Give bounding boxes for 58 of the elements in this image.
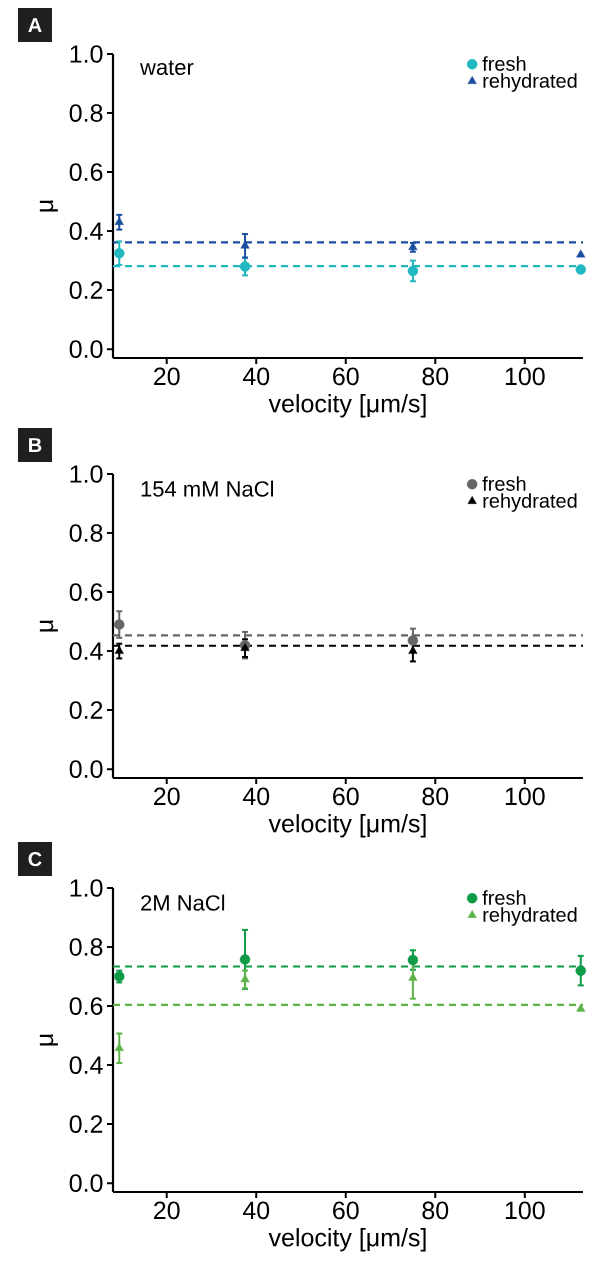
chart-subtitle: water	[140, 60, 194, 76]
point	[240, 974, 250, 983]
point	[239, 954, 251, 965]
x-tick-label: 40	[242, 787, 270, 806]
x-tick-label: 40	[242, 1201, 270, 1220]
legend-label: rehydrated	[483, 73, 577, 92]
x-tick-label: 80	[422, 787, 449, 806]
x-tick-label: 60	[333, 787, 359, 806]
x-tick-label: 80	[422, 1201, 449, 1220]
y-tick-label: 1.0	[70, 879, 103, 897]
y-tick-label: 0.2	[69, 281, 103, 299]
y-tick-label: 0.4	[69, 642, 103, 660]
x-axis-title: velocity [μm/s]	[268, 1228, 426, 1252]
y-axis-title: μ	[39, 200, 58, 212]
y-tick-label: 0.2	[69, 1115, 103, 1133]
point	[576, 1003, 586, 1012]
legend-label: rehydrated	[483, 907, 577, 926]
y-tick-label: 0.6	[69, 583, 103, 601]
x-tick-label: 40	[242, 367, 270, 386]
y-tick-label: 1.0	[70, 45, 103, 63]
point	[114, 1043, 124, 1051]
y-tick-label: 0.6	[69, 997, 103, 1015]
point	[575, 965, 586, 976]
y-tick-label: 0.6	[69, 163, 103, 181]
y-axis-title: μ	[39, 620, 58, 632]
x-tick-label: 80	[422, 367, 449, 386]
x-tick-label: 100	[505, 1201, 545, 1220]
y-tick-label: 0.8	[69, 938, 103, 956]
chart-title: C	[28, 852, 42, 867]
chart-title: A	[28, 18, 42, 32]
chart-title: B	[29, 438, 42, 452]
legend-label: rehydrated	[483, 493, 577, 512]
x-tick-label: 60	[333, 367, 359, 386]
point	[408, 972, 418, 981]
x-axis-title: velocity [μm/s]	[268, 394, 426, 418]
y-tick-label: 0.2	[69, 701, 103, 719]
x-tick-label: 20	[154, 787, 180, 806]
chart-subtitle: 154 mM NaCl	[141, 480, 274, 497]
legend-label: fresh	[482, 476, 526, 491]
y-tick-label: 0.8	[69, 524, 103, 542]
y-tick-label: 0.0	[69, 1174, 103, 1192]
point	[407, 954, 419, 966]
x-tick-label: 100	[505, 787, 545, 806]
y-axis-title: μ	[39, 1034, 58, 1046]
y-tick-label: 0.0	[69, 760, 103, 778]
y-tick-label: 0.8	[69, 104, 103, 122]
x-axis-title: velocity [μm/s]	[268, 814, 426, 838]
x-tick-label: 100	[505, 367, 545, 386]
y-tick-label: 0.4	[69, 222, 103, 240]
y-tick-label: 0.0	[69, 340, 103, 358]
chart-subtitle: 2M NaCl	[141, 894, 225, 911]
x-tick-label: 20	[154, 1201, 180, 1220]
y-tick-label: 0.4	[69, 1056, 103, 1074]
x-tick-label: 20	[154, 367, 180, 386]
legend-label: fresh	[482, 56, 526, 71]
x-tick-label: 60	[333, 1201, 359, 1220]
legend-label: fresh	[482, 890, 526, 905]
y-tick-label: 1.0	[70, 465, 103, 483]
